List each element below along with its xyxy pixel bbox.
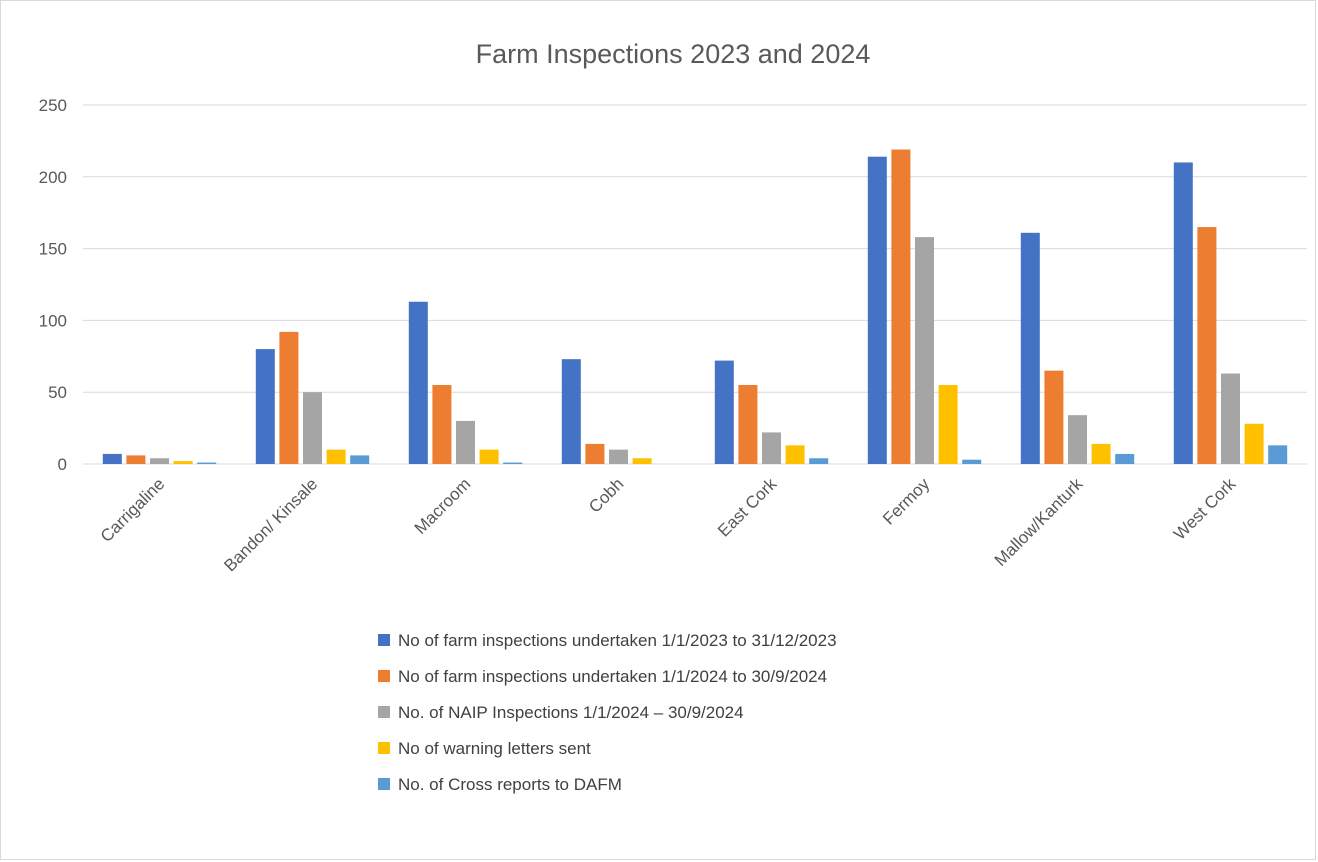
x-category-label: Mallow/Kanturk	[991, 474, 1087, 570]
bar	[255, 349, 275, 464]
legend: No of farm inspections undertaken 1/1/20…	[378, 631, 837, 794]
legend-label: No. of Cross reports to DAFM	[398, 775, 622, 794]
bar	[762, 432, 781, 464]
bar	[279, 331, 299, 464]
bar	[714, 360, 734, 464]
bar	[408, 301, 428, 464]
bars	[102, 149, 1288, 465]
bar	[1115, 453, 1135, 464]
bar	[1020, 232, 1040, 464]
bar	[1173, 162, 1193, 464]
x-category-label: East Cork	[714, 474, 781, 541]
bar	[432, 385, 452, 464]
bar	[1197, 227, 1217, 464]
x-category-label: Cobh	[585, 474, 627, 516]
bar	[326, 449, 346, 464]
y-tick-label: 100	[39, 311, 67, 330]
bar	[102, 453, 122, 464]
legend-label: No of warning letters sent	[398, 739, 591, 758]
bar	[585, 443, 605, 464]
bar	[197, 462, 217, 464]
y-axis-tick-labels: 0 50 100 150 200 250	[39, 96, 67, 474]
legend-swatch	[378, 706, 390, 718]
x-category-label: West Cork	[1170, 474, 1240, 544]
bar	[350, 455, 370, 464]
bar	[1221, 373, 1240, 464]
legend-label: No. of NAIP Inspections 1/1/2024 – 30/9/…	[398, 703, 744, 722]
legend-swatch	[378, 634, 390, 646]
legend-swatch	[378, 778, 390, 790]
y-tick-label: 150	[39, 240, 67, 259]
legend-swatch	[378, 742, 390, 754]
bar	[561, 359, 581, 464]
bar	[785, 445, 805, 464]
bar	[738, 385, 758, 464]
x-axis-category-labels: Carrigaline Bandon/ Kinsale Macroom Cobh Eas…	[97, 474, 1240, 575]
bar	[126, 455, 146, 464]
y-tick-label: 200	[39, 168, 67, 187]
bar	[1044, 370, 1064, 464]
bar	[962, 459, 982, 464]
legend-swatch	[378, 670, 390, 682]
bar	[1268, 445, 1288, 464]
bar	[1068, 415, 1087, 464]
bar	[1244, 423, 1264, 464]
bar	[891, 149, 911, 465]
bar	[150, 458, 169, 464]
bar	[809, 458, 829, 464]
legend-label: No of farm inspections undertaken 1/1/20…	[398, 667, 827, 686]
bar	[915, 237, 934, 464]
bar	[938, 385, 958, 464]
x-category-label: Bandon/ Kinsale	[220, 474, 321, 575]
y-tick-label: 250	[39, 96, 67, 115]
bar	[609, 449, 628, 464]
x-category-label: Macroom	[411, 474, 475, 538]
bar	[867, 156, 887, 465]
bar	[632, 458, 652, 464]
chart-title: Farm Inspections 2023 and 2024	[476, 39, 871, 69]
y-tick-label: 0	[58, 455, 67, 474]
bar	[303, 392, 322, 464]
bar	[479, 449, 499, 464]
bar	[503, 462, 523, 464]
bar	[173, 461, 193, 464]
x-category-label: Carrigaline	[97, 474, 169, 546]
bar	[1091, 443, 1111, 464]
x-category-label: Fermoy	[879, 474, 934, 529]
legend-label: No of farm inspections undertaken 1/1/20…	[398, 631, 837, 650]
bar	[456, 420, 475, 464]
y-tick-label: 50	[48, 383, 67, 402]
